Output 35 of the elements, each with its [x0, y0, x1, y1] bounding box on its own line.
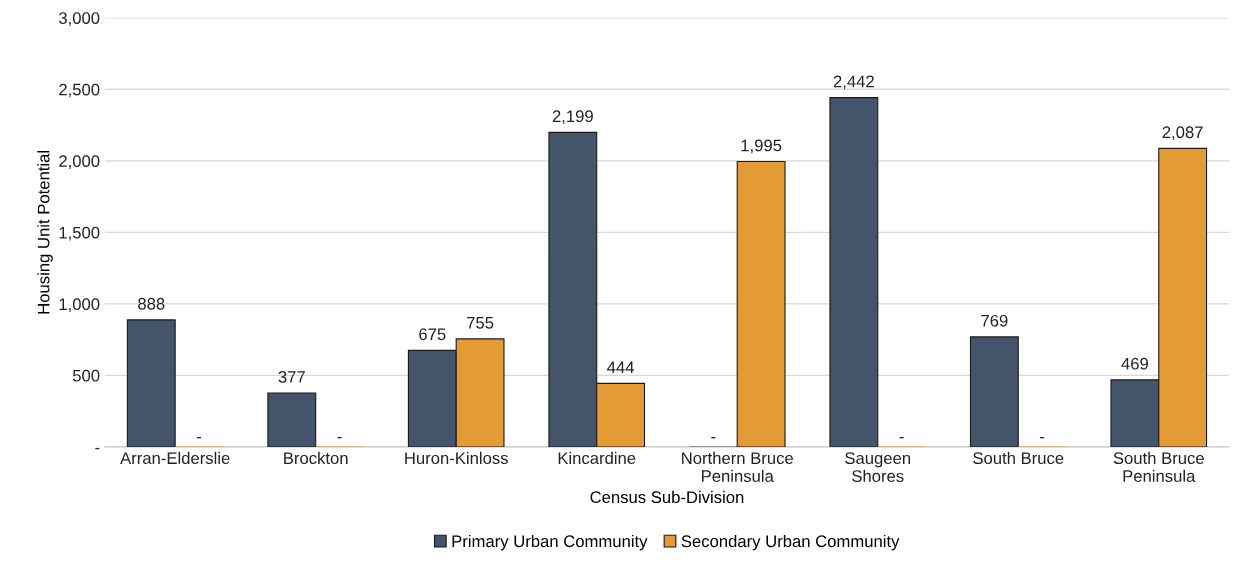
x-tick-label: Arran-Elderslie	[120, 451, 230, 465]
data-label: 755	[467, 317, 494, 329]
y-axis-title: Housing Unit Potential	[37, 151, 53, 314]
data-label: 675	[419, 328, 446, 341]
x-tick-label: South Bruce	[973, 451, 1064, 465]
y-tick-label: 2,500	[59, 83, 100, 98]
legend-label: Secondary Urban Community	[681, 534, 900, 551]
data-label: 1,995	[741, 139, 782, 154]
x-axis-title: Census Sub-Division	[590, 490, 744, 504]
y-tick-label: 500	[72, 369, 100, 382]
x-tick-label: South Bruce Peninsula	[1113, 451, 1204, 482]
y-tick-label: -	[95, 447, 100, 450]
x-tick-label: Kincardine	[558, 451, 636, 465]
y-tick-label: 2,000	[59, 155, 100, 169]
x-tick-label: Northern Bruce Peninsula	[682, 451, 793, 482]
x-tick-label: Brockton	[284, 451, 348, 465]
data-label: 2,442	[833, 75, 874, 90]
data-label: 769	[981, 314, 1008, 327]
data-label: -	[711, 437, 716, 439]
data-label: 444	[607, 361, 635, 374]
y-tick-label: 1,000	[59, 298, 100, 313]
legend-label: Primary Urban Community	[452, 534, 648, 551]
y-tick-label: 1,500	[59, 226, 100, 241]
x-tick-label: Huron-Kinloss	[405, 451, 508, 465]
data-label: 888	[138, 297, 165, 310]
data-label: 2,199	[552, 110, 593, 125]
data-label: -	[197, 437, 202, 439]
data-label: 469	[1121, 357, 1148, 370]
data-label: 377	[278, 370, 305, 383]
y-tick-label: 3,000	[58, 12, 100, 26]
data-label: -	[1040, 437, 1045, 439]
x-tick-label: Saugeen Shores	[845, 452, 911, 482]
data-label: -	[899, 437, 904, 439]
data-label: 2,087	[1162, 126, 1203, 141]
data-label: -	[337, 437, 342, 439]
